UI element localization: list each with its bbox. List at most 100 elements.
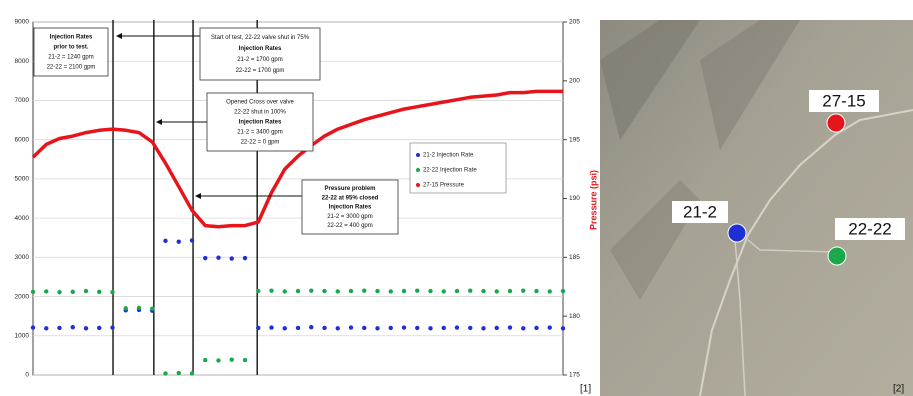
data-point: [336, 326, 340, 330]
legend-label: 22-22 Injection Rate: [423, 168, 477, 174]
data-point: [97, 290, 101, 294]
y2-tick-label: 180: [569, 313, 580, 320]
data-point: [468, 326, 472, 330]
data-point: [177, 239, 181, 243]
data-point: [44, 289, 48, 293]
y2-tick-label: 195: [569, 136, 580, 143]
data-point: [203, 256, 207, 260]
data-point: [190, 371, 194, 375]
data-point: [124, 306, 128, 310]
data-point: [322, 289, 326, 293]
data-point: [322, 326, 326, 330]
y2-tick-label: 205: [569, 19, 580, 26]
annotation-text: 22-22 = 400 gpm: [327, 223, 373, 229]
well-marker: [828, 247, 846, 265]
y-tick-label: 5000: [15, 176, 30, 183]
data-point: [428, 289, 432, 293]
y-tick-label: 7000: [15, 97, 30, 104]
y2-tick-label: 175: [569, 372, 580, 379]
annotation-text: Injection Rates: [239, 46, 282, 52]
legend-marker: [416, 168, 420, 172]
data-point: [468, 288, 472, 292]
data-point: [389, 289, 393, 293]
well-marker: [728, 224, 746, 242]
annotation-text: Injection Rates: [50, 35, 93, 41]
data-point: [495, 326, 499, 330]
data-point: [177, 371, 181, 375]
annotation-text: Pressure problem: [324, 186, 375, 192]
data-point: [455, 325, 459, 329]
data-point: [521, 326, 525, 330]
data-point: [44, 326, 48, 330]
y-tick-label: 2000: [15, 293, 30, 300]
data-point: [71, 290, 75, 294]
well-label: 21-2: [683, 202, 717, 221]
data-point: [481, 289, 485, 293]
data-point: [243, 256, 247, 260]
caption: [1]: [580, 384, 591, 395]
well-marker: [827, 114, 845, 132]
data-point: [110, 290, 114, 294]
annotation-text: 22-22 at 95% closed: [322, 195, 379, 201]
annotation-text: prior to test.: [53, 45, 88, 51]
data-point: [349, 325, 353, 329]
annotation-text: Injection Rates: [239, 120, 282, 126]
y2-tick-label: 200: [569, 78, 580, 85]
data-point: [256, 289, 260, 293]
data-point: [296, 326, 300, 330]
y-tick-label: 4000: [15, 215, 30, 222]
data-point: [415, 326, 419, 330]
y-tick-label: 0: [25, 372, 29, 379]
data-point: [31, 325, 35, 329]
data-point: [110, 325, 114, 329]
annotation-text: Start of test, 22-22 valve shut in 75%: [211, 35, 310, 41]
data-point: [508, 289, 512, 293]
data-point: [243, 358, 247, 362]
data-point: [190, 238, 194, 242]
data-point: [534, 289, 538, 293]
annotation-text: 21-2 = 1240 gpm: [48, 55, 94, 61]
data-point: [428, 326, 432, 330]
data-point: [561, 289, 565, 293]
data-point: [283, 326, 287, 330]
data-point: [57, 326, 61, 330]
data-point: [309, 288, 313, 292]
data-point: [230, 256, 234, 260]
data-point: [283, 289, 287, 293]
data-point: [508, 325, 512, 329]
data-point: [442, 326, 446, 330]
data-point: [389, 326, 393, 330]
y-tick-label: 3000: [15, 254, 30, 261]
data-point: [402, 325, 406, 329]
data-point: [375, 289, 379, 293]
aerial-map: [600, 20, 913, 396]
data-point: [163, 371, 167, 375]
data-point: [150, 307, 154, 311]
legend-marker: [416, 153, 420, 157]
annotation-text: 21-2 = 3400 gpm: [237, 130, 283, 136]
data-point: [402, 289, 406, 293]
data-point: [521, 288, 525, 292]
y-tick-label: 1000: [15, 332, 30, 339]
data-point: [269, 325, 273, 329]
figure: 0100020003000400050006000700080009000175…: [0, 0, 913, 396]
data-point: [97, 326, 101, 330]
y-tick-label: 9000: [15, 19, 30, 26]
y-tick-label: 8000: [15, 58, 30, 65]
well-label: 22-22: [848, 219, 891, 238]
data-point: [481, 326, 485, 330]
data-point: [256, 326, 260, 330]
data-point: [230, 358, 234, 362]
data-point: [362, 288, 366, 292]
annotation-text: 21-2 = 1700 gpm: [237, 57, 283, 63]
y2-axis-label: Pressure (psi): [588, 170, 598, 230]
annotation-text: 22-22 = 0 gpm: [241, 140, 280, 146]
data-point: [375, 326, 379, 330]
data-point: [203, 358, 207, 362]
caption: [2]: [893, 384, 904, 395]
annotation-text: 22-22 = 2100 gpm: [47, 65, 96, 71]
data-point: [415, 288, 419, 292]
annotation-text: 22-22 shut in 100%: [234, 110, 286, 116]
well-label: 27-15: [822, 91, 865, 110]
data-point: [31, 290, 35, 294]
